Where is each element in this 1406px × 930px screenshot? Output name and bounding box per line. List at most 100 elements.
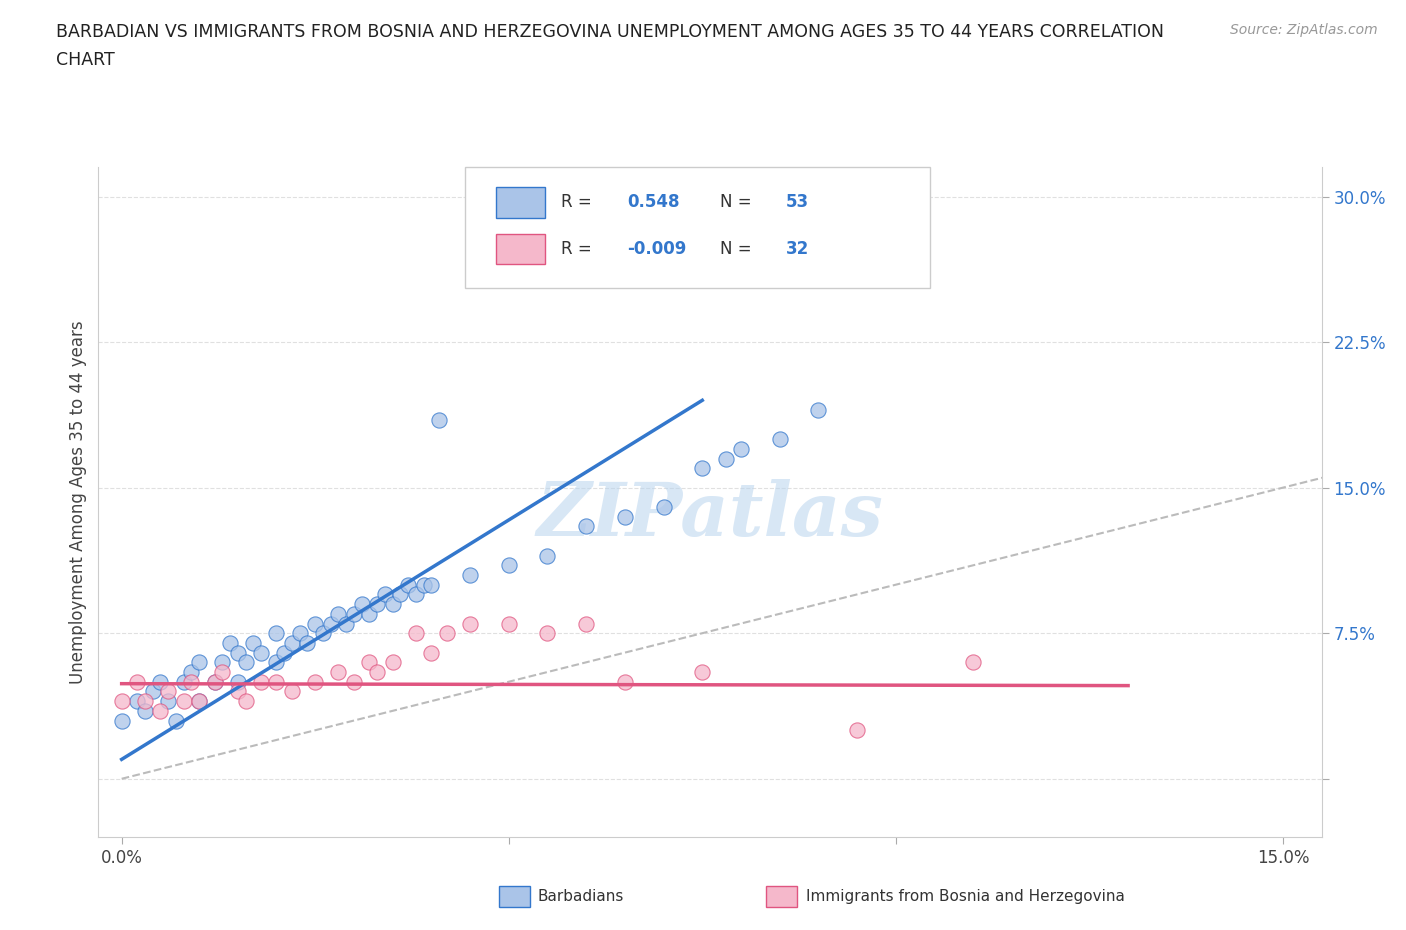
Point (359, 606, 381, 621)
Point (962, 655, 984, 670)
Point (211, 665, 233, 680)
Text: Source: ZipAtlas.com: Source: ZipAtlas.com (1230, 23, 1378, 37)
Point (188, 694, 211, 709)
Point (536, 548, 558, 563)
Point (458, 567, 481, 582)
Text: N =: N = (720, 240, 751, 259)
Point (420, 578, 443, 592)
Point (111, 713, 134, 728)
Point (211, 655, 233, 670)
FancyBboxPatch shape (496, 188, 546, 218)
Point (281, 684, 304, 698)
Point (180, 665, 202, 680)
Text: ZIPatlas: ZIPatlas (537, 479, 883, 551)
Point (343, 606, 366, 621)
Point (412, 578, 434, 592)
Point (219, 635, 242, 650)
Point (149, 674, 172, 689)
Point (436, 626, 458, 641)
Point (343, 674, 366, 689)
Point (328, 606, 350, 621)
Point (173, 674, 195, 689)
Text: N =: N = (720, 193, 751, 211)
Point (396, 578, 419, 592)
Point (335, 616, 357, 631)
Point (319, 616, 342, 631)
Point (312, 626, 335, 641)
Point (359, 655, 381, 670)
Text: R =: R = (561, 240, 592, 259)
Point (427, 412, 450, 427)
Text: 32: 32 (786, 240, 808, 259)
Point (730, 442, 752, 457)
Point (173, 694, 195, 709)
Text: Barbadians: Barbadians (537, 889, 623, 904)
Point (165, 713, 187, 728)
Y-axis label: Unemployment Among Ages 35 to 44 years: Unemployment Among Ages 35 to 44 years (69, 321, 87, 684)
Text: R =: R = (561, 193, 592, 211)
Point (235, 694, 257, 709)
Point (498, 558, 520, 573)
Point (328, 665, 350, 680)
Point (273, 645, 295, 660)
Point (690, 665, 713, 680)
Text: -0.009: -0.009 (627, 240, 686, 259)
Point (134, 703, 156, 718)
Point (769, 432, 792, 446)
FancyBboxPatch shape (496, 234, 546, 264)
Point (350, 597, 373, 612)
Point (149, 703, 172, 718)
Point (157, 694, 180, 709)
Point (226, 645, 249, 660)
Point (652, 499, 675, 514)
Text: 53: 53 (786, 193, 808, 211)
Point (127, 694, 149, 709)
Point (297, 635, 319, 650)
Point (111, 694, 134, 709)
Point (142, 684, 165, 698)
Point (204, 674, 226, 689)
Point (420, 645, 443, 660)
Point (536, 626, 558, 641)
Text: CHART: CHART (56, 51, 115, 69)
Point (266, 655, 288, 670)
Text: BARBADIAN VS IMMIGRANTS FROM BOSNIA AND HERZEGOVINA UNEMPLOYMENT AMONG AGES 35 T: BARBADIAN VS IMMIGRANTS FROM BOSNIA AND … (56, 23, 1164, 41)
Point (807, 403, 830, 418)
Point (242, 635, 264, 650)
Point (157, 684, 180, 698)
Point (575, 616, 598, 631)
Text: 0.548: 0.548 (627, 193, 679, 211)
Point (575, 519, 598, 534)
Point (235, 655, 257, 670)
Point (366, 665, 388, 680)
Point (498, 616, 520, 631)
Point (288, 626, 311, 641)
Point (690, 460, 713, 475)
Point (226, 674, 249, 689)
Point (613, 674, 636, 689)
FancyBboxPatch shape (465, 167, 931, 288)
Point (366, 597, 388, 612)
Point (304, 616, 326, 631)
Point (281, 635, 304, 650)
Point (405, 587, 427, 602)
Point (381, 655, 404, 670)
Point (405, 626, 427, 641)
Point (188, 655, 211, 670)
Point (266, 674, 288, 689)
Point (127, 674, 149, 689)
Point (226, 684, 249, 698)
Point (180, 674, 202, 689)
Point (458, 616, 481, 631)
Text: Immigrants from Bosnia and Herzegovina: Immigrants from Bosnia and Herzegovina (806, 889, 1125, 904)
Point (250, 674, 273, 689)
Point (250, 645, 273, 660)
Point (204, 674, 226, 689)
Point (304, 674, 326, 689)
Point (389, 587, 412, 602)
Point (714, 451, 737, 466)
Point (846, 723, 869, 737)
Point (381, 597, 404, 612)
Point (266, 626, 288, 641)
Point (374, 587, 396, 602)
